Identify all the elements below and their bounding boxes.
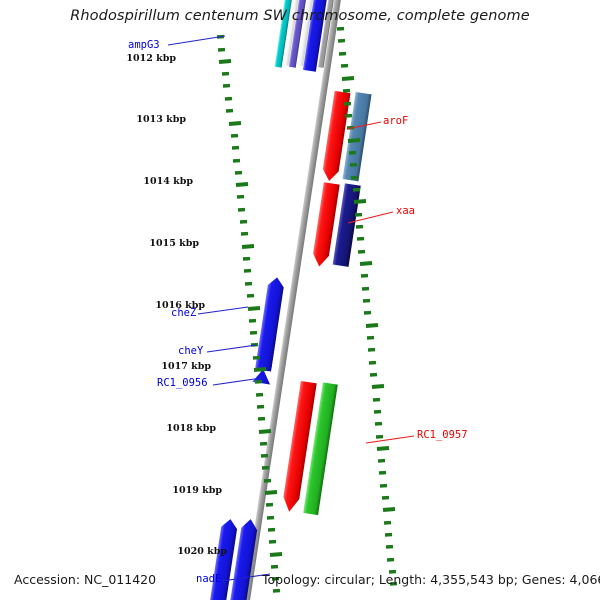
gene-label-rc1-0957[interactable]: RC1_0957 bbox=[417, 429, 468, 441]
gene-bar-nade-2[interactable] bbox=[223, 518, 259, 600]
leader-line-xaa bbox=[347, 211, 394, 224]
tick-label-1015: 1015 kbp bbox=[149, 238, 199, 249]
tick-label-1016: 1016 kbp bbox=[155, 300, 205, 311]
topology-text: Topology: circular; Length: 4,355,543 bp… bbox=[262, 572, 600, 587]
gene-track-left[interactable] bbox=[188, 0, 343, 600]
tick-label-1019: 1019 kbp bbox=[172, 485, 222, 496]
accession-text: Accession: NC_011420 bbox=[14, 572, 157, 587]
leader-line-chez bbox=[197, 306, 249, 315]
gene-label-chez[interactable]: cheZ bbox=[171, 307, 197, 319]
leader-line-rc1-0957 bbox=[365, 435, 415, 444]
label-leader-lines bbox=[167, 35, 415, 582]
tick-label-1018: 1018 kbp bbox=[166, 423, 216, 434]
leader-line-rc1-0956 bbox=[212, 377, 262, 386]
tick-label-1020: 1020 kbp bbox=[177, 546, 227, 557]
tick-label-1012: 1012 kbp bbox=[126, 53, 176, 64]
gene-bar-cyan[interactable] bbox=[274, 0, 300, 68]
gene-bar-xaa[interactable] bbox=[332, 183, 361, 267]
gene-bar-red-4[interactable] bbox=[280, 521, 298, 539]
leader-line-ampg3 bbox=[167, 35, 226, 46]
gene-label-ampg3[interactable]: ampG3 bbox=[128, 39, 160, 51]
gene-label-arof[interactable]: aroF bbox=[383, 115, 409, 127]
gene-bar-white-1[interactable] bbox=[283, 0, 306, 66]
gene-label-rc1-0956[interactable]: RC1_0956 bbox=[157, 377, 208, 389]
chromosome-backbone[interactable] bbox=[236, 0, 347, 600]
gene-label-nade[interactable]: nadE bbox=[196, 573, 222, 585]
gene-label-xaa[interactable]: xaa bbox=[396, 205, 415, 217]
gene-bar-ampg3[interactable] bbox=[302, 0, 334, 72]
gene-bar-red-1[interactable] bbox=[321, 90, 351, 182]
leader-line-chey bbox=[206, 344, 257, 353]
tick-label-1017: 1017 kbp bbox=[161, 361, 211, 372]
leader-line-arof bbox=[346, 121, 382, 130]
gene-label-chey[interactable]: cheY bbox=[178, 345, 204, 357]
gene-bar-purple[interactable] bbox=[288, 0, 314, 68]
gene-bar-gray[interactable] bbox=[318, 0, 341, 68]
gene-bar-rc1-0957[interactable] bbox=[303, 382, 338, 516]
page-title: Rhodospirillum centenum SW chromosome, c… bbox=[70, 8, 530, 24]
gene-bar-white-2[interactable] bbox=[297, 0, 320, 66]
tick-label-1014: 1014 kbp bbox=[143, 176, 193, 187]
gene-track-right[interactable] bbox=[268, 89, 382, 542]
leader-line-nade bbox=[221, 573, 271, 582]
gene-bar-chey[interactable] bbox=[255, 326, 277, 372]
gene-bar-nade-1[interactable] bbox=[204, 518, 238, 600]
gene-bar-red-2[interactable] bbox=[311, 182, 340, 267]
gene-bar-red-3[interactable] bbox=[281, 381, 317, 513]
gene-bar-arof[interactable] bbox=[342, 91, 372, 182]
tick-label-1013: 1013 kbp bbox=[136, 114, 186, 125]
